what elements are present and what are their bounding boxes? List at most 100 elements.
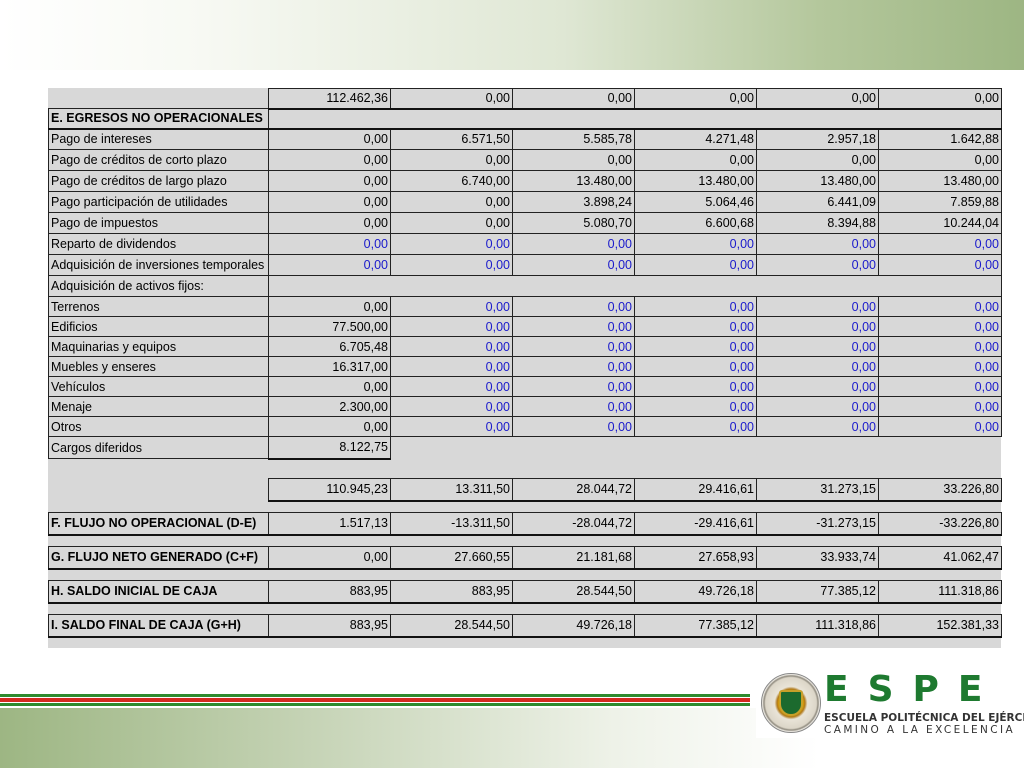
value-cell: 883,95 [268, 614, 391, 638]
activos-fill [268, 275, 1002, 297]
value-cell: 0,00 [878, 149, 1002, 171]
value-cell: 8.122,75 [268, 436, 391, 460]
value-cell: 77.500,00 [268, 316, 391, 337]
value-cell: 77.385,12 [634, 614, 757, 638]
value-cell: 0,00 [390, 336, 513, 357]
spacer-cell [49, 603, 1002, 615]
value-cell: 13.480,00 [756, 170, 879, 192]
value-cell: 0,00 [878, 356, 1002, 377]
value-cell: 111.318,86 [878, 580, 1002, 604]
summary-row: I. SALDO FINAL DE CAJA (G+H) 883,95 28.544… [48, 614, 1002, 638]
value-cell: 77.385,12 [756, 580, 879, 604]
value-cell: 0,00 [756, 396, 879, 417]
spacer-row [49, 535, 1002, 547]
row-label: Edificios [48, 316, 269, 337]
value-cell: 0,00 [390, 416, 513, 437]
shield-icon [779, 690, 803, 716]
header-gradient-band [0, 0, 1024, 70]
logo-slogan: CAMINO A LA EXCELENCIA [824, 724, 1016, 736]
value-cell: 0,00 [756, 316, 879, 337]
row-label: F. FLUJO NO OPERACIONAL (D-E) [48, 512, 269, 536]
value-cell: 0,00 [512, 336, 635, 357]
value-cell: 29.416,61 [634, 478, 757, 502]
cargos-row: Cargos diferidos 8.122,75 [48, 436, 1002, 460]
value-cell: 111.318,86 [756, 614, 879, 638]
value-cell: 0,00 [878, 233, 1002, 255]
activo-row: Muebles y enseres 16.317,00 0,00 0,00 0,00 0,… [48, 356, 1002, 377]
value-cell: 0,00 [634, 336, 757, 357]
value-cell: 152.381,33 [878, 614, 1002, 638]
value-cell: 0,00 [878, 416, 1002, 437]
value-cell: 5.585,78 [512, 128, 635, 150]
value-cell: 0,00 [268, 546, 391, 570]
value-cell: 0,00 [878, 88, 1002, 110]
value-cell: 0,00 [878, 396, 1002, 417]
value-cell: 0,00 [268, 376, 391, 397]
row-label: Menaje [48, 396, 269, 417]
value-cell: 0,00 [390, 88, 513, 110]
spacer-row [49, 569, 1002, 581]
value-cell: 0,00 [512, 376, 635, 397]
value-cell: 883,95 [268, 580, 391, 604]
row-label: G. FLUJO NETO GENERADO (C+F) [48, 546, 269, 570]
value-cell: 0,00 [512, 316, 635, 337]
value-cell: 0,00 [268, 296, 391, 317]
value-cell: 0,00 [634, 316, 757, 337]
value-cell: 0,00 [268, 233, 391, 255]
value-cell: 0,00 [878, 376, 1002, 397]
footer-stripe-green [0, 694, 750, 697]
value-cell: 0,00 [512, 149, 635, 171]
espe-seal-icon [761, 673, 821, 733]
value-cell: 0,00 [390, 212, 513, 234]
value-cell: 0,00 [268, 254, 391, 276]
value-cell: 0,00 [878, 316, 1002, 337]
egreso-row: Reparto de dividendos 0,00 0,00 0,00 0,00 0,0… [48, 233, 1002, 255]
value-cell: 2.957,18 [756, 128, 879, 150]
activo-row: Otros 0,00 0,00 0,00 0,00 0,00 0,00 [48, 416, 1002, 437]
value-cell: 28.544,50 [390, 614, 513, 638]
activo-row: Maquinarias y equipos 6.705,48 0,00 0,00 0,0… [48, 336, 1002, 357]
value-cell: 0,00 [878, 254, 1002, 276]
value-cell: 28.544,50 [512, 580, 635, 604]
value-cell: 0,00 [512, 88, 635, 110]
value-cell: 5.080,70 [512, 212, 635, 234]
cash-flow-table: 112.462,36 0,00 0,00 0,00 0,00 0,00 E. EGRESOS… [48, 88, 1002, 638]
activos-title: Adquisición de activos fijos: [48, 275, 269, 297]
value-cell: 0,00 [634, 376, 757, 397]
value-cell: 3.898,24 [512, 191, 635, 213]
value-cell: 0,00 [390, 356, 513, 377]
value-cell: 883,95 [390, 580, 513, 604]
spacer-cell [49, 501, 1002, 513]
value-cell: 0,00 [756, 356, 879, 377]
value-cell: 0,00 [268, 170, 391, 192]
value-cell: 0,00 [756, 416, 879, 437]
value-cell: 21.181,68 [512, 546, 635, 570]
row-label: Pago de créditos de largo plazo [48, 170, 269, 192]
egreso-row: Pago participación de utilidades 0,00 0,00… [48, 191, 1002, 213]
value-cell: 0,00 [268, 212, 391, 234]
value-cell: 0,00 [390, 191, 513, 213]
value-cell: 13.480,00 [634, 170, 757, 192]
espe-logo: ESPE ESCUELA POLITÉCNICA DEL EJÉRCITO CA… [756, 668, 1024, 738]
value-cell: 49.726,18 [634, 580, 757, 604]
spacer-row [49, 501, 1002, 513]
value-cell: 0,00 [756, 376, 879, 397]
value-cell: 0,00 [634, 296, 757, 317]
value-cell: 0,00 [634, 254, 757, 276]
footer-stripe-green [0, 703, 750, 706]
logo-wordmark: ESPE [824, 669, 1002, 710]
spacer-cell [49, 535, 1002, 547]
row-label: Pago participación de utilidades [48, 191, 269, 213]
value-cell: 41.062,47 [878, 546, 1002, 570]
row-label: Adquisición de inversiones temporales [48, 254, 269, 276]
value-cell: -13.311,50 [390, 512, 513, 536]
value-cell: 5.064,46 [634, 191, 757, 213]
value-cell: 0,00 [878, 296, 1002, 317]
value-cell: 27.660,55 [390, 546, 513, 570]
value-cell: 0,00 [634, 396, 757, 417]
row-label: H. SALDO INICIAL DE CAJA [48, 580, 269, 604]
activo-row: Terrenos 0,00 0,00 0,00 0,00 0,00 0,00 [48, 296, 1002, 317]
value-cell: 16.317,00 [268, 356, 391, 377]
top-total-row: 112.462,36 0,00 0,00 0,00 0,00 0,00 [49, 88, 1002, 110]
value-cell: 8.394,88 [756, 212, 879, 234]
